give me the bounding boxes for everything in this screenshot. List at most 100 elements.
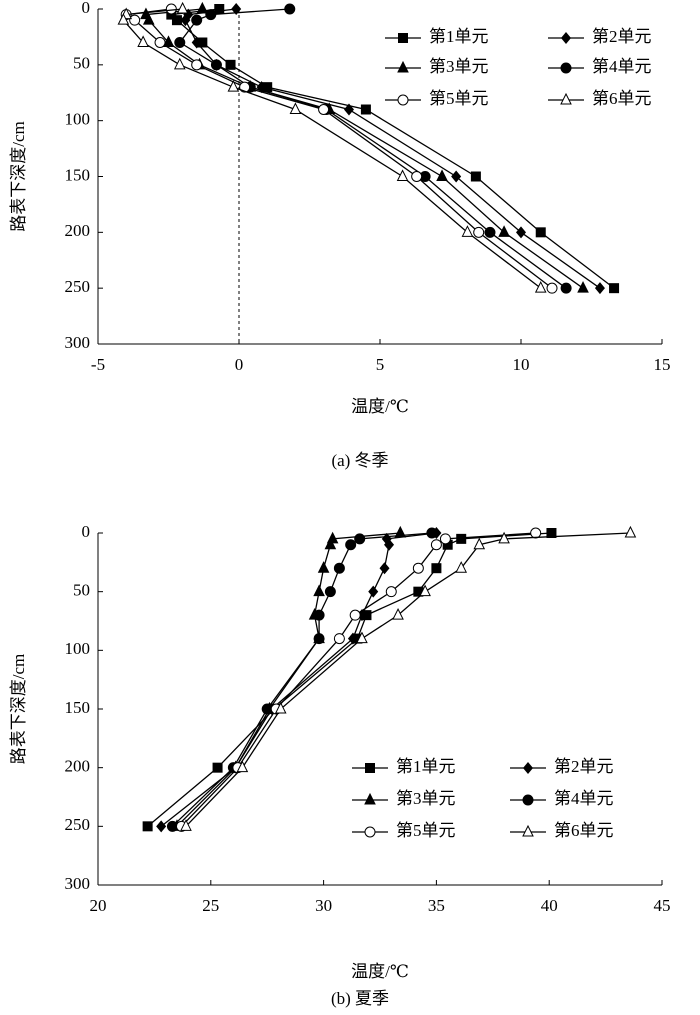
- legend-label: 第2单元: [592, 27, 652, 46]
- series-line: [178, 8, 567, 289]
- data-point: [210, 59, 222, 71]
- data-point: [180, 819, 192, 831]
- x-axis-label: 温度/℃: [351, 962, 409, 981]
- y-tick-label: 50: [73, 581, 90, 600]
- data-point: [368, 585, 379, 598]
- data-point: [609, 283, 620, 294]
- data-point: [349, 609, 361, 621]
- data-point: [442, 539, 453, 550]
- data-point: [318, 104, 330, 115]
- data-point: [313, 609, 325, 621]
- data-point: [412, 562, 424, 574]
- data-point: [333, 562, 345, 574]
- data-point: [426, 527, 438, 539]
- series-line: [122, 8, 542, 289]
- data-point: [451, 170, 462, 183]
- legend-marker: [398, 33, 408, 43]
- data-point: [262, 82, 273, 93]
- data-point: [129, 14, 141, 26]
- x-tick-label: 25: [202, 896, 219, 915]
- x-tick-label: 40: [541, 896, 558, 915]
- x-tick-label: 10: [513, 355, 530, 374]
- data-point: [560, 282, 572, 294]
- y-tick-label: 300: [65, 333, 91, 352]
- data-point: [180, 14, 191, 27]
- y-tick-label: 50: [73, 54, 90, 73]
- data-point: [284, 3, 296, 15]
- y-tick-label: 300: [65, 874, 91, 893]
- legend-marker: [523, 762, 533, 774]
- data-point: [173, 57, 186, 70]
- legend-marker: [364, 792, 376, 805]
- data-point: [392, 608, 404, 620]
- data-point: [191, 14, 203, 26]
- legend-label: 第4单元: [554, 789, 614, 808]
- y-tick-label: 0: [82, 522, 91, 541]
- y-tick-label: 100: [65, 110, 91, 129]
- legend-marker: [522, 794, 534, 806]
- legend-marker: [560, 92, 572, 105]
- data-point: [354, 533, 366, 545]
- data-point: [546, 282, 558, 294]
- data-point: [324, 586, 336, 598]
- data-point: [142, 13, 155, 25]
- y-tick-label: 250: [65, 277, 91, 296]
- data-point: [142, 821, 153, 832]
- caption: (b) 夏季: [331, 989, 389, 1008]
- data-point: [191, 36, 202, 49]
- x-axis-label: 温度/℃: [351, 397, 409, 416]
- data-point: [473, 537, 486, 550]
- legend-label: 第6单元: [592, 89, 652, 108]
- series-line: [169, 8, 615, 289]
- data-point: [154, 37, 166, 48]
- data-point: [594, 282, 605, 295]
- data-point: [473, 226, 485, 238]
- x-tick-label: 20: [90, 896, 107, 915]
- x-tick-label: 0: [235, 355, 244, 374]
- data-point: [212, 762, 223, 773]
- x-tick-label: 15: [654, 355, 671, 374]
- data-point: [436, 169, 448, 181]
- legend-label: 第1单元: [396, 757, 456, 776]
- data-point: [546, 528, 557, 538]
- x-tick-label: 5: [376, 355, 385, 374]
- data-point: [166, 9, 177, 20]
- data-point: [227, 80, 240, 92]
- data-point: [624, 525, 637, 538]
- x-tick-label: -5: [91, 355, 105, 374]
- data-point: [356, 631, 368, 644]
- data-point: [498, 225, 510, 237]
- data-point: [137, 35, 149, 47]
- data-point: [431, 563, 442, 574]
- data-point: [205, 9, 217, 21]
- data-point: [439, 533, 451, 545]
- x-tick-label: 30: [315, 896, 332, 915]
- data-point: [317, 561, 330, 573]
- legend-label: 第6单元: [554, 821, 614, 840]
- legend-label: 第5单元: [429, 89, 489, 108]
- data-point: [455, 561, 468, 573]
- legend-marker: [561, 32, 571, 44]
- data-point: [411, 171, 423, 182]
- y-tick-label: 200: [65, 757, 91, 776]
- data-point: [165, 3, 177, 15]
- y-axis-label: 路表下深度/cm: [9, 654, 28, 765]
- legend-label: 第3单元: [429, 57, 489, 76]
- legend-label: 第1单元: [429, 27, 489, 46]
- data-point: [347, 632, 358, 645]
- legend-label: 第3单元: [396, 789, 456, 808]
- legend-marker: [365, 763, 375, 773]
- data-point: [498, 531, 510, 544]
- data-point: [333, 633, 345, 645]
- legend-label: 第2单元: [554, 757, 614, 776]
- data-point: [156, 820, 167, 833]
- legend-marker: [364, 826, 376, 838]
- series-line: [160, 532, 437, 827]
- data-point: [430, 539, 442, 551]
- series-line: [147, 532, 552, 827]
- data-point: [225, 59, 236, 70]
- x-tick-label: 45: [654, 896, 671, 915]
- caption: (a) 冬季: [331, 451, 388, 470]
- data-point: [396, 169, 409, 181]
